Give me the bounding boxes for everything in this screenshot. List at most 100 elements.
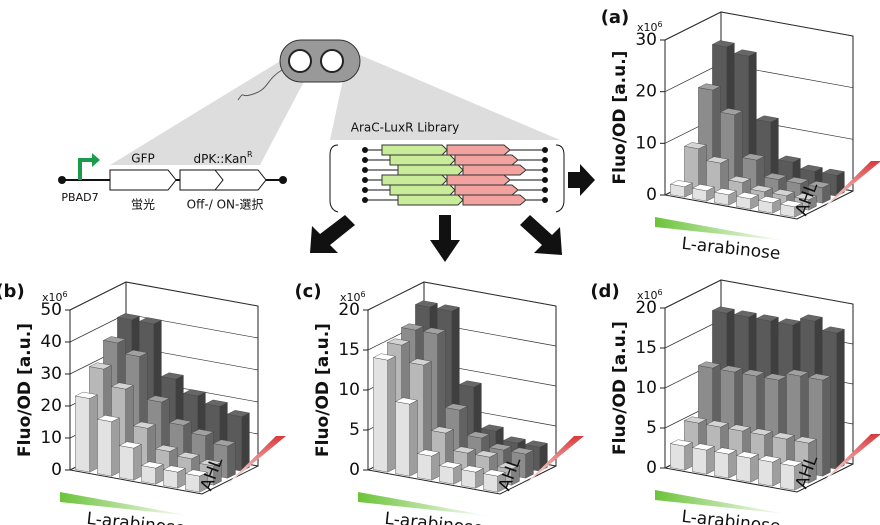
panel-label: (d) bbox=[590, 281, 619, 302]
arac bbox=[382, 175, 447, 185]
grid-line bbox=[665, 64, 853, 92]
bar bbox=[670, 440, 692, 470]
arrow bbox=[430, 215, 460, 262]
bar-side bbox=[699, 145, 707, 190]
bracket bbox=[330, 145, 338, 212]
bar-side bbox=[526, 450, 534, 478]
panel-label: (c) bbox=[294, 281, 321, 302]
bar-side bbox=[751, 454, 759, 482]
bar-front bbox=[395, 402, 409, 477]
panel-label: (b) bbox=[0, 281, 25, 302]
y-tick-label: 15 bbox=[635, 338, 657, 358]
bar bbox=[163, 466, 185, 488]
end bbox=[362, 167, 368, 173]
multiplier-base: x10 bbox=[637, 21, 658, 34]
y-tick-label: 10 bbox=[40, 428, 62, 448]
multiplier: x106 bbox=[637, 288, 663, 303]
bar bbox=[439, 462, 461, 484]
y-tick-label: 10 bbox=[635, 378, 657, 398]
arac bbox=[382, 145, 447, 155]
bar-side bbox=[837, 329, 845, 469]
y-tick-label: 20 bbox=[635, 82, 657, 102]
bar bbox=[670, 180, 692, 197]
bar bbox=[714, 188, 736, 205]
gene bbox=[110, 170, 176, 190]
y-axis-label: Fluo/OD [a.u.] bbox=[15, 323, 35, 457]
multiplier-exp: 6 bbox=[361, 290, 366, 299]
arac bbox=[390, 155, 455, 165]
multiplier: x106 bbox=[42, 290, 68, 305]
arac bbox=[398, 165, 463, 175]
bar bbox=[75, 392, 97, 472]
bar-front bbox=[373, 358, 387, 473]
bar-side bbox=[773, 458, 781, 486]
promoter-arrow bbox=[92, 153, 100, 167]
arac bbox=[398, 195, 463, 205]
multiplier-exp: 6 bbox=[63, 290, 68, 299]
bar-front bbox=[417, 454, 431, 481]
arrow bbox=[568, 164, 595, 196]
multiplier-base: x10 bbox=[637, 289, 658, 302]
multiplier: x106 bbox=[340, 290, 366, 305]
arrow bbox=[520, 215, 562, 255]
y-tick-label: 0 bbox=[646, 185, 657, 205]
multiplier: x106 bbox=[637, 20, 663, 35]
plasmid bbox=[289, 50, 311, 72]
diagram: PBAD7 GFP dPK::KanR 蛍光 Off-/ ON-選択 AraC-… bbox=[58, 40, 595, 262]
luxr bbox=[447, 175, 510, 185]
bar-side bbox=[228, 442, 236, 478]
luxr bbox=[447, 145, 510, 155]
end bbox=[362, 157, 368, 163]
caption: 蛍光 bbox=[131, 198, 155, 212]
arac bbox=[390, 185, 455, 195]
bar bbox=[97, 415, 119, 476]
bar-side bbox=[707, 446, 715, 474]
multiplier-base: x10 bbox=[42, 291, 63, 304]
bar-side bbox=[729, 450, 737, 478]
end bbox=[542, 187, 548, 193]
bar bbox=[119, 442, 141, 480]
library bbox=[362, 145, 548, 205]
x-axis-label: L-arabinose bbox=[681, 507, 782, 525]
bar-side bbox=[685, 442, 693, 470]
end bbox=[279, 176, 287, 184]
x-axis-label: L-arabinose bbox=[86, 509, 187, 525]
bar-front bbox=[163, 470, 177, 489]
end bbox=[542, 167, 548, 173]
gene-label: dPK::Kan bbox=[194, 152, 247, 166]
bar bbox=[736, 452, 758, 482]
end bbox=[362, 187, 368, 193]
bar-front bbox=[461, 470, 475, 489]
y-axis-label: Fluo/OD [a.u.] bbox=[610, 321, 630, 455]
y-tick-label: 0 bbox=[349, 460, 360, 480]
x-axis-label: L-arabinose bbox=[384, 509, 485, 525]
bar-side bbox=[388, 356, 396, 472]
bar-front bbox=[119, 446, 133, 481]
bar bbox=[417, 450, 439, 480]
bar-front bbox=[439, 466, 453, 485]
end bbox=[362, 147, 368, 153]
gene-label: GFP bbox=[131, 152, 154, 166]
bar-front bbox=[141, 466, 155, 485]
bar-side bbox=[735, 111, 743, 187]
arrow bbox=[310, 215, 355, 253]
multiplier-base: x10 bbox=[340, 291, 361, 304]
grid-line bbox=[70, 282, 258, 310]
promoter bbox=[80, 160, 92, 180]
bar-front bbox=[75, 396, 89, 472]
grid-line bbox=[368, 282, 556, 310]
luxr bbox=[455, 185, 518, 195]
y-tick-label: 40 bbox=[40, 332, 62, 352]
y-tick-label: 0 bbox=[646, 458, 657, 478]
end bbox=[362, 177, 368, 183]
bar-front bbox=[736, 456, 750, 483]
bar-side bbox=[112, 418, 120, 476]
grid-line bbox=[665, 280, 853, 308]
bar-side bbox=[432, 452, 440, 480]
caption: Off-/ ON-選択 bbox=[187, 198, 264, 212]
y-tick-label: 0 bbox=[51, 460, 62, 480]
bar-front bbox=[780, 464, 794, 491]
bar bbox=[141, 462, 163, 484]
bar bbox=[395, 398, 417, 476]
promoter-label: PBAD7 bbox=[61, 191, 98, 204]
